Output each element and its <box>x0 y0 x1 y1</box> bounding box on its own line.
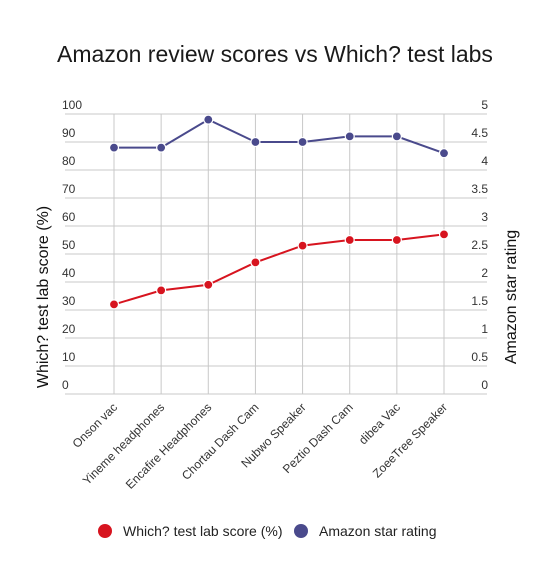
right-tick-label: 3 <box>481 210 488 224</box>
amazon-rating-line <box>114 118 445 155</box>
right-tick-label: 4 <box>481 154 488 168</box>
left-tick-label: 40 <box>62 266 76 280</box>
amazon-rating-point <box>156 142 167 153</box>
right-axis-title: Amazon star rating <box>503 230 520 364</box>
legend-label-which: Which? test lab score (%) <box>123 523 283 539</box>
left-axis-title: Which? test lab score (%) <box>35 206 52 388</box>
left-tick-label: 90 <box>62 126 76 140</box>
right-tick-label: 0.5 <box>471 350 488 364</box>
amazon-rating-point <box>203 114 214 125</box>
amazon-rating-point <box>297 136 308 148</box>
legend-label-amazon: Amazon star rating <box>319 523 437 539</box>
right-tick-label: 2 <box>481 266 488 280</box>
left-tick-label: 0 <box>62 378 69 392</box>
left-tick-label: 70 <box>62 182 76 196</box>
right-axis-ticks: 0 0.5 1 1.5 2 2.5 3 3.5 4 4.5 5 <box>471 98 488 392</box>
left-tick-label: 10 <box>62 350 76 364</box>
which-score-point <box>250 257 261 268</box>
left-tick-label: 100 <box>62 98 82 112</box>
category-label: Onson vac <box>70 400 120 450</box>
which-score-point <box>108 299 120 310</box>
left-tick-label: 30 <box>62 294 76 308</box>
category-label: Yineme headphones <box>80 400 167 487</box>
right-tick-label: 1.5 <box>471 294 488 308</box>
amazon-rating-point <box>108 142 120 153</box>
category-label: dibea Vac <box>356 400 403 447</box>
right-tick-label: 2.5 <box>471 238 488 252</box>
right-tick-label: 0 <box>481 378 488 392</box>
right-tick-label: 4.5 <box>471 126 488 140</box>
category-label: Encafire Headphones <box>123 400 215 492</box>
grid <box>65 113 487 395</box>
series <box>108 114 450 310</box>
left-axis-ticks: 0 10 20 30 40 50 60 70 80 90 100 <box>62 98 82 392</box>
left-tick-label: 60 <box>62 210 76 224</box>
amazon-rating-point <box>344 131 355 142</box>
amazon-rating-point <box>391 131 402 142</box>
chart-title: Amazon review scores vs Which? test labs <box>57 41 493 67</box>
left-tick-label: 80 <box>62 154 76 168</box>
legend: Which? test lab score (%) Amazon star ra… <box>98 523 437 539</box>
legend-marker-which <box>98 524 112 538</box>
legend-marker-amazon <box>294 524 308 538</box>
which-score-point <box>438 229 450 240</box>
which-score-point <box>344 234 355 246</box>
which-score-point <box>297 240 308 251</box>
amazon-rating-point <box>438 148 450 159</box>
amazon-rating-point <box>250 136 261 148</box>
right-tick-label: 1 <box>481 322 488 336</box>
which-score-point <box>203 279 214 290</box>
right-tick-label: 5 <box>481 98 488 112</box>
right-tick-label: 3.5 <box>471 182 488 196</box>
left-tick-label: 50 <box>62 238 76 252</box>
which-score-line <box>113 233 445 306</box>
left-tick-label: 20 <box>62 322 76 336</box>
which-score-point <box>156 285 167 296</box>
which-score-point <box>391 234 402 246</box>
